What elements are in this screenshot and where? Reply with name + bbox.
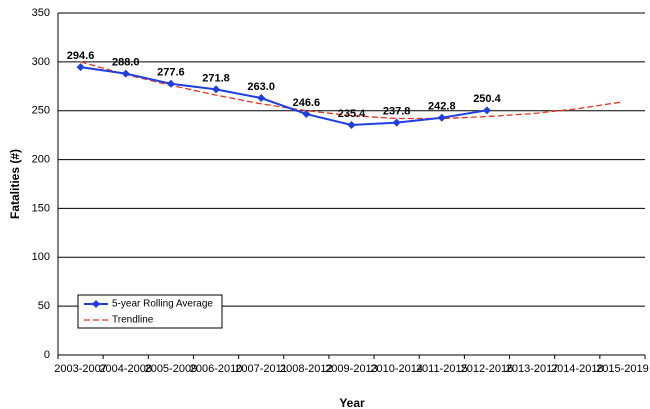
point bbox=[212, 85, 221, 94]
data-label: 294.6 bbox=[67, 50, 95, 62]
x-axis-label: Year bbox=[339, 396, 365, 409]
y-tick-label: 0 bbox=[44, 349, 50, 361]
data-label: 288.0 bbox=[112, 56, 140, 68]
x-tick-label: 2004-2008 bbox=[99, 363, 152, 375]
x-tick-label: 2009-2013 bbox=[325, 363, 378, 375]
data-label: 246.6 bbox=[293, 97, 321, 109]
legend-label: 5-year Rolling Average bbox=[112, 299, 213, 310]
point bbox=[482, 106, 491, 115]
y-tick-label: 250 bbox=[32, 105, 50, 117]
data-label: 271.8 bbox=[202, 72, 230, 84]
x-tick-label: 2008-2012 bbox=[280, 363, 333, 375]
point bbox=[392, 118, 401, 127]
point bbox=[437, 113, 446, 122]
y-tick-label: 350 bbox=[32, 7, 50, 19]
x-tick-label: 2015-2019 bbox=[596, 363, 649, 375]
x-tick-label: 2010-2014 bbox=[370, 363, 423, 375]
point bbox=[347, 120, 356, 129]
data-label: 242.8 bbox=[428, 101, 456, 113]
point bbox=[76, 63, 85, 72]
legend-box bbox=[77, 294, 223, 329]
legend-marker bbox=[92, 300, 100, 308]
x-tick-label: 2006-2010 bbox=[190, 363, 243, 375]
legend-label: Trendline bbox=[112, 315, 154, 326]
data-label: 250.4 bbox=[473, 93, 501, 105]
data-label: 277.6 bbox=[157, 67, 185, 79]
y-tick-label: 150 bbox=[32, 202, 50, 214]
y-axis-label: Fatalities (#) bbox=[8, 149, 22, 219]
point bbox=[302, 110, 311, 119]
x-tick-label: 2005-2009 bbox=[145, 363, 198, 375]
series-line bbox=[80, 66, 488, 126]
y-tick-label: 300 bbox=[32, 56, 50, 68]
point bbox=[257, 94, 266, 103]
y-tick-label: 200 bbox=[32, 153, 50, 165]
x-tick-label: 2012-2016 bbox=[461, 363, 514, 375]
data-label: 235.4 bbox=[338, 108, 366, 120]
y-tick-label: 100 bbox=[32, 251, 50, 263]
data-label: 263.0 bbox=[247, 81, 275, 93]
y-tick-label: 50 bbox=[38, 300, 50, 312]
x-tick-label: 2013-2017 bbox=[506, 363, 559, 375]
x-tick-label: 2014-2018 bbox=[551, 363, 604, 375]
point bbox=[166, 79, 175, 88]
point bbox=[121, 69, 130, 78]
x-tick-label: 2003-2007 bbox=[54, 363, 107, 375]
x-tick-label: 2011-2015 bbox=[416, 363, 468, 375]
data-label: 237.8 bbox=[383, 106, 411, 118]
x-tick-label: 2007-2011 bbox=[235, 363, 287, 375]
